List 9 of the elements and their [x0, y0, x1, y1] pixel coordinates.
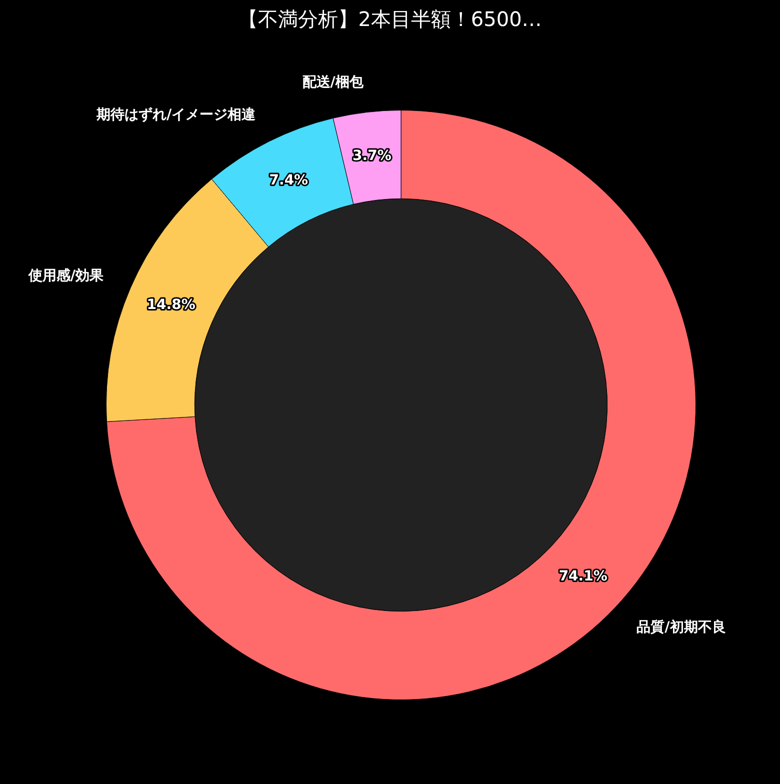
data-label: 14.8% — [146, 297, 196, 314]
slice-label: 期待はずれ/イメージ相違 — [96, 106, 257, 123]
slice-label: 使用感/効果 — [27, 268, 104, 284]
slice-label: 品質/初期不良 — [636, 618, 726, 636]
data-label: 74.1% — [558, 568, 608, 585]
slice-label: 配送/梱包 — [302, 74, 364, 91]
data-label: 7.4% — [269, 172, 308, 189]
chart-title: 【不満分析】2本目半額！6500… — [237, 6, 543, 33]
data-label: 3.7% — [352, 148, 392, 164]
